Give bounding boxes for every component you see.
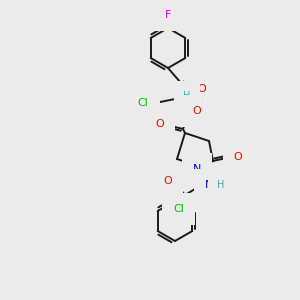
Text: H: H xyxy=(183,91,191,101)
Text: Cl: Cl xyxy=(138,98,148,108)
Text: O: O xyxy=(234,152,242,162)
Text: O: O xyxy=(156,119,164,129)
Text: N: N xyxy=(205,180,213,190)
Text: F: F xyxy=(165,10,171,20)
Text: Cl: Cl xyxy=(173,204,184,214)
Text: O: O xyxy=(164,176,172,186)
Text: O: O xyxy=(198,84,206,94)
Text: N: N xyxy=(193,164,201,174)
Text: O: O xyxy=(193,106,201,116)
Text: H: H xyxy=(217,180,225,190)
